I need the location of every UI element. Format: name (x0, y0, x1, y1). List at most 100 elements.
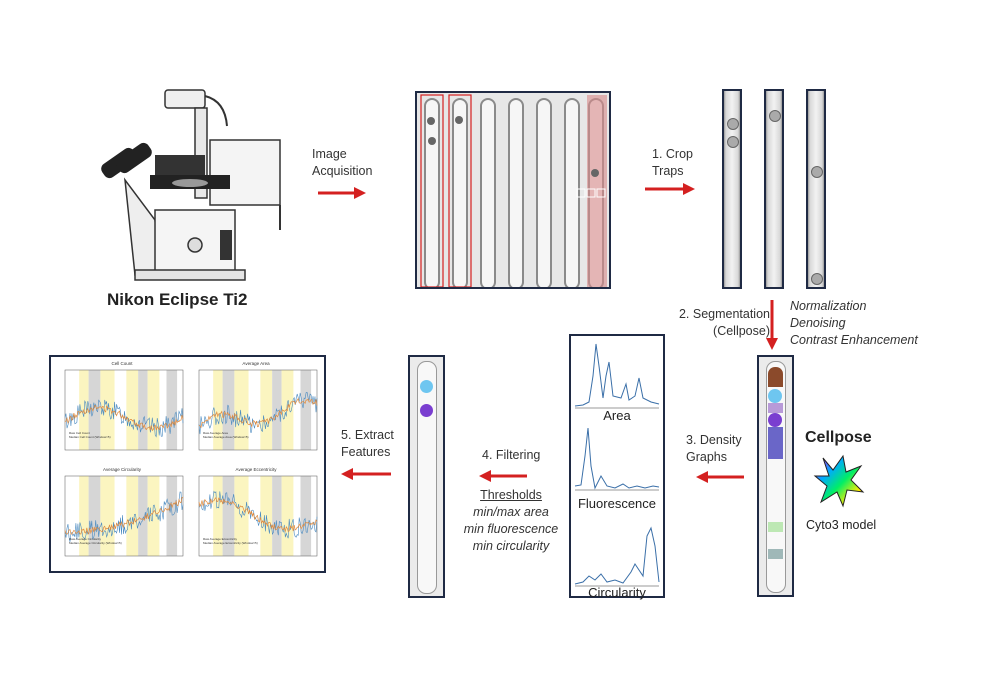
time-band (300, 476, 312, 556)
time-band (147, 370, 160, 450)
step-line: 5. Extract (341, 428, 394, 442)
cell-dot (811, 273, 823, 285)
step-line: Acquisition (312, 164, 373, 178)
mask (768, 389, 782, 403)
feature-panel-title: Cell Count (111, 361, 133, 366)
legend-entry: Raw Average Circularity (69, 537, 101, 541)
raw-trap-image (415, 91, 611, 290)
time-band (138, 476, 148, 556)
step-extract-features: 5. Extract Features (341, 427, 394, 461)
arrow-right-icon (645, 183, 695, 195)
feature-panel: Average Area Raw Average Area Median Avera… (191, 361, 321, 457)
feature-panel-plot (198, 475, 318, 557)
density-graphs-panel: Area Fluorescence Circularity (569, 334, 665, 600)
mask (768, 549, 783, 559)
density-curves (574, 343, 660, 587)
cellpose-model: Cyto3 model (806, 518, 877, 532)
time-band (166, 370, 178, 450)
filtered-cell (420, 404, 433, 417)
step-crop-traps: 1. Crop Traps (652, 146, 693, 180)
feature-plots: Cell Count Raw Cell Count Median Cell Coun… (49, 355, 326, 573)
time-band (100, 476, 115, 556)
time-band (88, 370, 101, 450)
time-band (234, 370, 249, 450)
feature-panel-plot (64, 475, 184, 557)
step-line: Features (341, 445, 391, 459)
density-label-fluorescence: Fluorescence (577, 496, 657, 511)
trap-array (420, 94, 607, 290)
microscope-illustration (101, 89, 281, 281)
step-line: 2. Segmentation (678, 307, 770, 321)
preprocessing-item: Normalization (790, 299, 867, 313)
legend-entry: Median Average Circularity (Window=5) (69, 541, 122, 545)
arrow-right-icon (318, 187, 366, 199)
feature-panel-legend: Raw Average Circularity Median Average Ci… (69, 537, 122, 545)
microscope-label: Nikon Eclipse Ti2 (107, 290, 248, 309)
step-line: 3. Density (686, 433, 742, 447)
arrow-down-icon (766, 300, 778, 350)
feature-panel-legend: Raw Cell Count Median Cell Count (Window=… (69, 431, 111, 439)
step-image-acquisition: Image Acquisition (312, 146, 372, 180)
mask (768, 522, 783, 532)
time-band (213, 476, 223, 556)
arrow-left-icon (341, 468, 391, 480)
density-label-area: Area (603, 408, 631, 423)
time-band (234, 476, 249, 556)
time-band (88, 476, 101, 556)
arrow-left-icon (479, 470, 527, 482)
time-band (260, 370, 273, 450)
time-band (272, 476, 282, 556)
series-line (198, 397, 318, 429)
feature-panel-legend: Raw Average Area Median Average Area (Win… (203, 431, 249, 439)
arrow-left-icon (696, 471, 744, 483)
feature-panel-plot (64, 369, 184, 451)
threshold-item: min/max area (473, 505, 549, 519)
thresholds-list: Thresholds min/max area min fluorescence… (456, 487, 566, 555)
legend-entry: Raw Average Eccentricity (203, 537, 237, 541)
plot-frame (64, 475, 184, 557)
series-line (198, 392, 318, 435)
step-segmentation: 2. Segmentation (Cellpose) (670, 306, 770, 340)
cell-dot (769, 110, 781, 122)
time-band (213, 370, 223, 450)
cell-dot (727, 136, 739, 148)
mask (768, 427, 783, 459)
mask (768, 403, 783, 413)
preprocessing-item: Denoising (790, 316, 846, 330)
legend-entry: Median Average Area (Window=5) (203, 435, 249, 439)
series-line (198, 490, 318, 539)
cellpose-logo-icon (813, 454, 865, 508)
step-line: Traps (652, 164, 684, 178)
cropped-trap (806, 89, 826, 289)
filtered-cell (420, 380, 433, 393)
time-band (138, 370, 148, 450)
step-filtering: 4. Filtering (482, 448, 541, 462)
plot-frame (198, 369, 318, 451)
threshold-item: min fluorescence (463, 522, 559, 536)
time-band (166, 476, 178, 556)
mask (768, 367, 783, 387)
legend-entry: Raw Average Area (203, 431, 228, 435)
time-band (222, 370, 235, 450)
plot-frame (198, 475, 318, 557)
series-line (64, 497, 184, 535)
time-band (147, 476, 160, 556)
series-line (64, 491, 184, 542)
series-line (198, 496, 318, 533)
cellpose-title: Cellpose (805, 429, 872, 446)
legend-entry: Raw Cell Count (69, 431, 90, 435)
preprocessing-item: Contrast Enhancement (790, 333, 918, 347)
feature-panel: Average Eccentricity Raw Average Eccentri… (191, 467, 321, 563)
cell-dot (811, 166, 823, 178)
feature-panel-plot (198, 369, 318, 451)
step-line: Graphs (686, 450, 727, 464)
time-band (300, 370, 312, 450)
feature-panel: Average Circularity Raw Average Circulari… (57, 467, 187, 563)
step-line: Image (312, 147, 347, 161)
cell-dot (727, 118, 739, 130)
mask (768, 413, 782, 427)
filtered-trap (408, 355, 445, 598)
thresholds-title: Thresholds (480, 488, 542, 502)
feature-panel-title: Average Eccentricity (235, 467, 277, 472)
segmented-trap (757, 355, 794, 597)
